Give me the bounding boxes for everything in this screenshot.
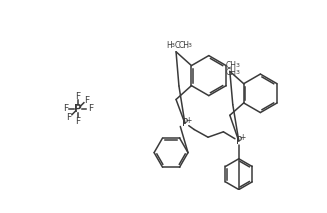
Text: H: H — [166, 41, 172, 50]
Text: F: F — [75, 117, 80, 125]
Text: CH: CH — [178, 41, 189, 50]
Text: F: F — [84, 95, 89, 105]
Text: CH: CH — [226, 62, 237, 71]
Text: F: F — [88, 104, 93, 113]
Text: 3: 3 — [235, 63, 240, 69]
Text: +: + — [186, 116, 192, 125]
Text: 3: 3 — [171, 43, 175, 48]
Text: P: P — [74, 104, 82, 114]
Text: P: P — [182, 118, 188, 128]
Text: F: F — [63, 104, 68, 113]
Text: 3: 3 — [188, 43, 192, 48]
Text: C: C — [174, 41, 180, 50]
Text: F: F — [67, 113, 72, 122]
Text: CH: CH — [226, 68, 237, 77]
Text: +: + — [239, 134, 246, 142]
Text: 3: 3 — [235, 71, 240, 75]
Text: F: F — [75, 92, 80, 101]
Text: P: P — [236, 136, 242, 146]
